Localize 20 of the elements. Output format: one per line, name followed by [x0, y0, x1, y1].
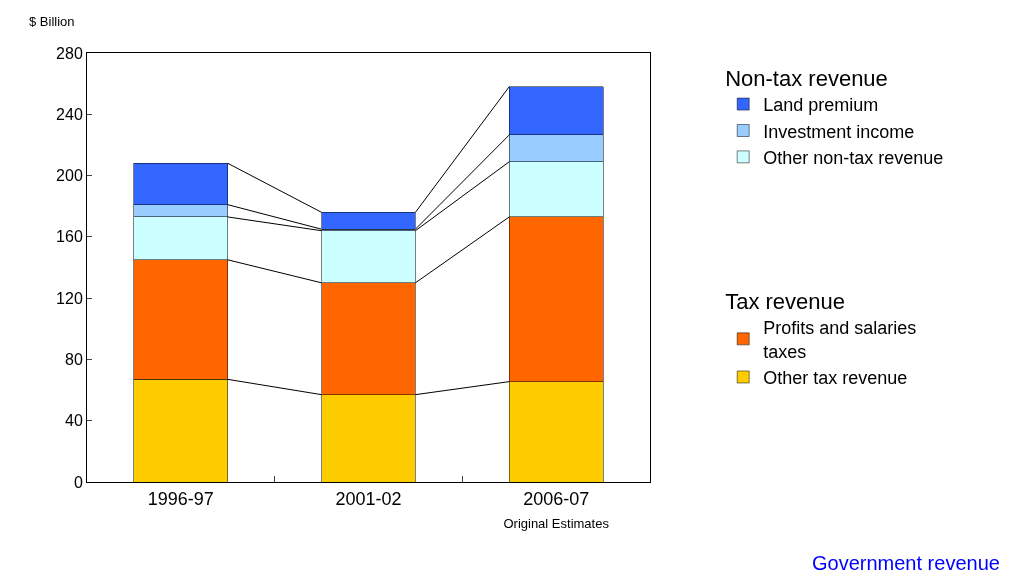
- y-axis-title: $ Billion: [29, 14, 75, 29]
- legend-label: Other tax revenue: [763, 367, 908, 388]
- y-tick-label: 240: [56, 105, 83, 123]
- x-tick-label: 2001-02: [335, 488, 402, 509]
- legend-label: Investment income: [763, 121, 915, 142]
- legend-label: Land premium: [763, 95, 879, 116]
- y-tick-label: 0: [73, 473, 83, 491]
- y-tick-label: 40: [65, 412, 83, 430]
- x-tick-label: 2006-07 Original Estimates: [503, 488, 610, 531]
- x-tick-label: 1996-97: [147, 488, 214, 509]
- y-tick-label: 80: [65, 351, 83, 369]
- text: Tax revenue: [725, 288, 846, 314]
- legend-label: Other non-tax revenue: [763, 147, 944, 168]
- text: Government revenue: [812, 552, 1000, 574]
- y-tick-label: 120: [56, 289, 83, 307]
- y-tick-label: 160: [56, 228, 83, 246]
- legend-label: Profits and salaries taxes: [763, 318, 917, 362]
- text: Non-tax revenue: [725, 65, 888, 91]
- y-tick-label: 200: [56, 167, 83, 185]
- y-tick-label: 280: [56, 44, 83, 62]
